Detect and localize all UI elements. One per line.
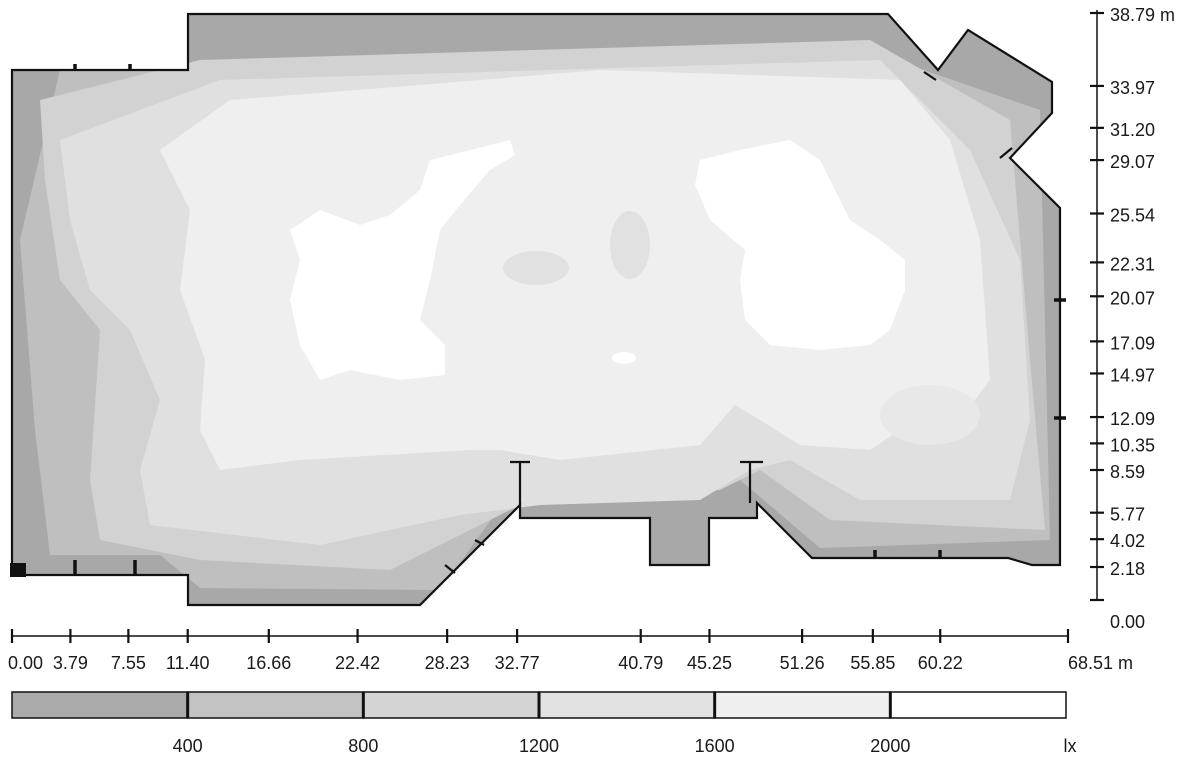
x-tick-label: 11.40 xyxy=(166,653,210,673)
y-tick-label: 29.07 xyxy=(1110,152,1155,172)
y-tick-label: 8.59 xyxy=(1110,462,1145,482)
x-tick-label: 16.66 xyxy=(246,653,291,673)
x-tick-label: 60.22 xyxy=(918,653,963,673)
x-tick-label: 45.25 xyxy=(687,653,732,673)
legend: 400 800 1200 1600 2000 lx xyxy=(12,692,1077,756)
legend-color-box xyxy=(363,692,539,718)
x-tick-label: 51.26 xyxy=(780,653,825,673)
x-tick-label: 22.42 xyxy=(335,653,380,673)
x-axis-tick-labels: 0.00 3.79 7.55 11.40 16.66 22.42 28.23 32.77 40.… xyxy=(8,653,1133,673)
x-tick-label: 0.00 xyxy=(8,653,43,673)
y-tick-label: 5.77 xyxy=(1110,505,1145,525)
y-tick-label: 4.02 xyxy=(1110,531,1145,551)
legend-color-box xyxy=(715,692,891,718)
y-tick-label: 38.79 m xyxy=(1110,5,1175,25)
y-axis-tick-labels: 38.79 m 33.97 31.20 29.07 25.54 22.31 20.07 17.… xyxy=(1110,5,1175,632)
y-tick-label: 12.09 xyxy=(1110,409,1155,429)
legend-color-box xyxy=(539,692,715,718)
x-tick-label: 7.55 xyxy=(111,653,146,673)
y-tick-label: 25.54 xyxy=(1110,206,1155,226)
y-tick-label: 31.20 xyxy=(1110,120,1155,140)
legend-unit-label: lx xyxy=(1064,736,1077,756)
y-tick-label: 2.18 xyxy=(1110,559,1145,579)
y-tick-label: 14.97 xyxy=(1110,365,1155,385)
x-tick-label: 28.23 xyxy=(425,653,470,673)
y-tick-label: 10.35 xyxy=(1110,435,1155,455)
legend-color-boxes xyxy=(12,692,1066,718)
legend-color-box xyxy=(12,692,188,718)
legend-break-labels: 400 800 1200 1600 2000 lx xyxy=(173,736,1077,756)
y-tick-label: 22.31 xyxy=(1110,254,1155,274)
y-tick-label: 33.97 xyxy=(1110,78,1155,98)
legend-color-box xyxy=(890,692,1066,718)
x-axis: 0.00 3.79 7.55 11.40 16.66 22.42 28.23 32.77 40.… xyxy=(8,629,1133,673)
legend-break-label: 1200 xyxy=(519,736,559,756)
y-tick-label: 17.09 xyxy=(1110,333,1155,353)
legend-break-label: 800 xyxy=(348,736,378,756)
y-axis: 38.79 m 33.97 31.20 29.07 25.54 22.31 20.07 17.… xyxy=(1090,5,1175,632)
x-tick-label: 55.85 xyxy=(850,653,895,673)
y-tick-label: 20.07 xyxy=(1110,288,1155,308)
x-tick-label: 3.79 xyxy=(53,653,88,673)
x-tick-label: 40.79 xyxy=(618,653,663,673)
legend-break-label: 400 xyxy=(173,736,203,756)
x-tick-label: 68.51 m xyxy=(1068,653,1133,673)
isolux-contours xyxy=(0,0,1080,620)
legend-break-label: 1600 xyxy=(695,736,735,756)
x-tick-label: 32.77 xyxy=(495,653,540,673)
y-tick-label: 0.00 xyxy=(1110,612,1145,632)
legend-color-box xyxy=(188,692,364,718)
legend-break-label: 2000 xyxy=(870,736,910,756)
